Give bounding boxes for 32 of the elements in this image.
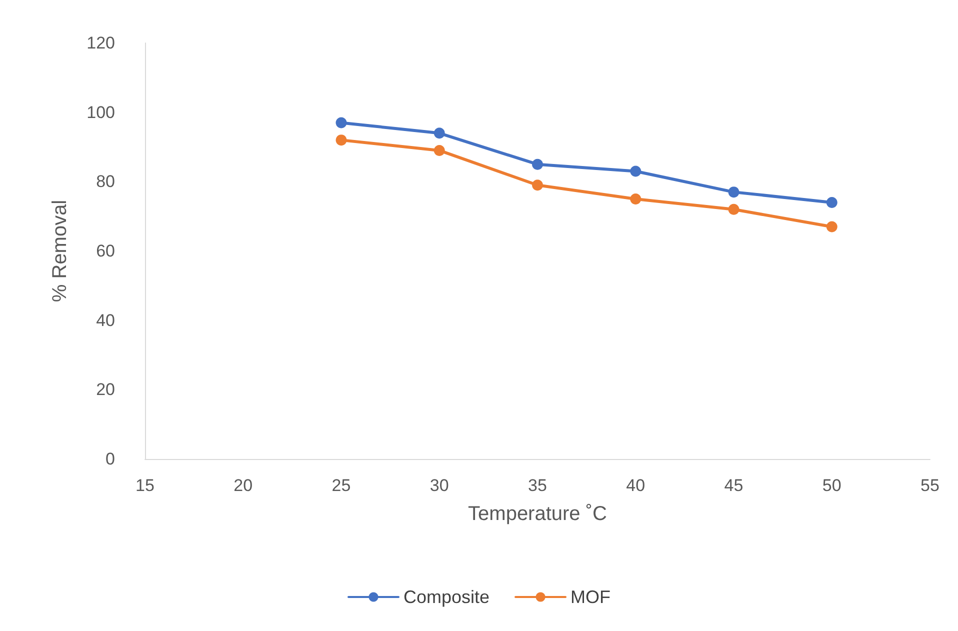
y-tick-label: 60 (96, 242, 115, 260)
point (630, 194, 642, 204)
x-tick-label: 30 (430, 476, 449, 495)
x-tick-label: 55 (920, 476, 940, 495)
point (728, 186, 740, 198)
x-tick-label: 45 (724, 476, 744, 495)
y-tick-label: 80 (96, 172, 115, 192)
x-axis-title: Temperature ˚C (468, 503, 607, 525)
point (630, 166, 642, 177)
point (826, 196, 838, 208)
point (826, 221, 838, 232)
y-tick-label: 120 (86, 34, 115, 52)
x-tick-label: 20 (234, 476, 253, 495)
point (336, 134, 347, 146)
y-tick-label: 40 (96, 310, 115, 330)
legend-label: MOF (570, 587, 611, 607)
point (434, 144, 445, 156)
point (728, 204, 740, 215)
x-tick-label: 40 (626, 476, 646, 495)
x-tick-label: 15 (136, 476, 154, 495)
y-axis-title: % Removal (49, 200, 71, 302)
point (434, 128, 445, 139)
legend-label: Composite (403, 587, 490, 607)
y-tick-label: 100 (86, 102, 115, 122)
y-tick-label: 0 (106, 450, 115, 468)
point (336, 117, 347, 128)
x-tick-label: 35 (528, 476, 547, 495)
point (532, 158, 543, 170)
point (532, 180, 543, 191)
x-tick-label: 50 (822, 476, 842, 495)
x-tick-label: 25 (332, 476, 351, 495)
y-tick-label: 20 (96, 380, 115, 400)
